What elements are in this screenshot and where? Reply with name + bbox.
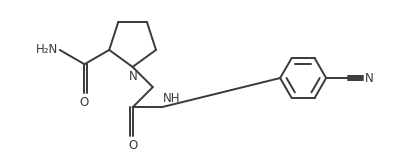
Text: N: N: [129, 70, 138, 83]
Text: N: N: [365, 72, 374, 84]
Text: O: O: [128, 139, 137, 152]
Text: O: O: [80, 96, 89, 109]
Text: H₂N: H₂N: [36, 43, 58, 56]
Text: NH: NH: [163, 92, 180, 104]
